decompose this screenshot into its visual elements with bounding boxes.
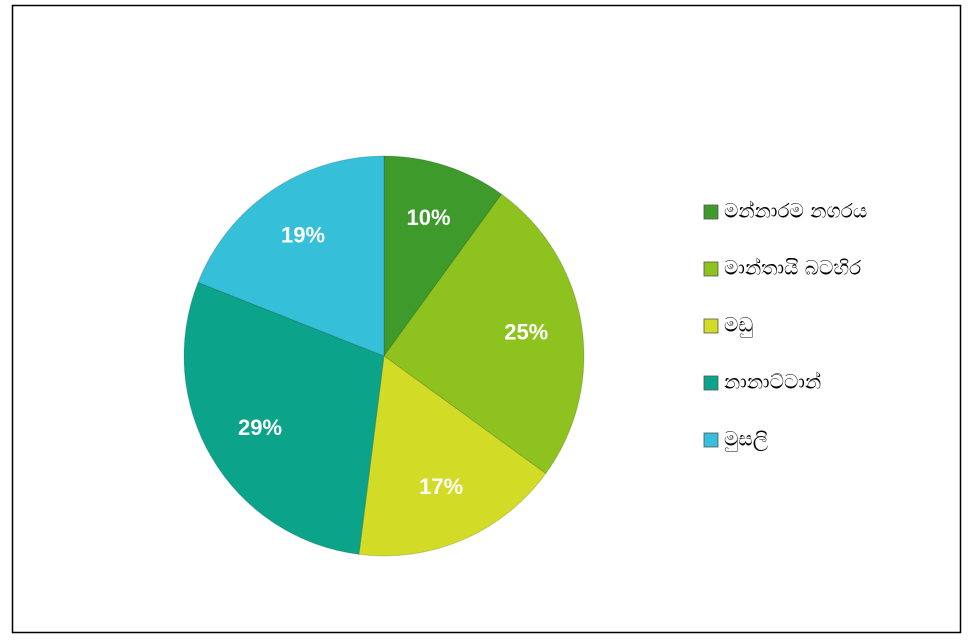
legend-label: මුසලි [724, 427, 768, 453]
pie-slice [183, 281, 385, 555]
legend-swatch [703, 432, 719, 448]
data-label: 10% [406, 205, 450, 230]
data-label: 19% [281, 223, 325, 248]
data-label: 17% [419, 474, 463, 499]
data-label: 25% [504, 319, 548, 344]
legend-swatch [703, 261, 719, 277]
legend-swatch [703, 318, 719, 334]
legend-label: මාන්තායි බටහිර [724, 256, 861, 280]
legend-label: මඩු [724, 313, 753, 339]
pie-slice [383, 193, 585, 475]
legend-swatch [703, 204, 719, 220]
pie-slice [358, 355, 547, 557]
legend-label: නානාට්ටාන් [724, 370, 821, 394]
pie-slice [197, 155, 385, 357]
data-label: 29% [238, 415, 282, 440]
legend-label: මන්නාරම නගරය [724, 199, 867, 223]
pie-slice [383, 155, 503, 358]
legend-swatch [703, 375, 719, 391]
